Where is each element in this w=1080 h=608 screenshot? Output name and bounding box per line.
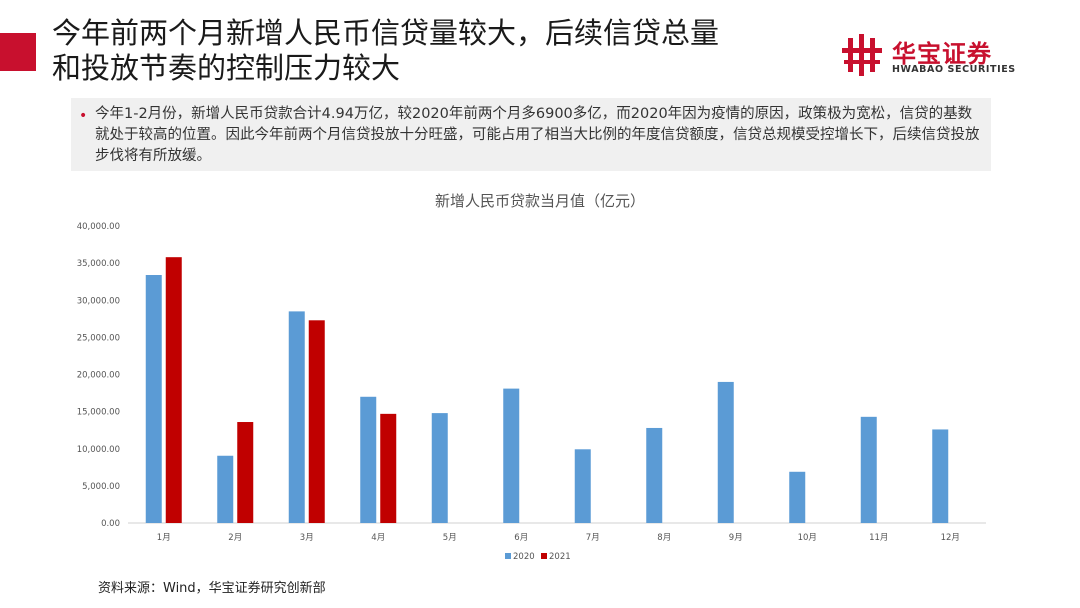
source-note: 资料来源：Wind，华宝证券研究创新部	[98, 581, 326, 596]
bar-2021-1	[165, 257, 182, 523]
x-tick-label: 2月	[228, 533, 242, 543]
legend-label-2020: 2020	[513, 552, 535, 562]
bar-2020-8	[646, 427, 663, 523]
legend-swatch-2021	[541, 553, 547, 559]
x-tick-label: 3月	[300, 533, 314, 543]
bar-2020-5	[431, 413, 448, 523]
bar-2020-7	[574, 449, 591, 523]
x-tick-label: 1月	[157, 533, 171, 543]
x-tick-label: 7月	[586, 533, 600, 543]
y-tick-label: 25,000.00	[77, 333, 120, 343]
x-tick-label: 6月	[514, 533, 528, 543]
y-tick-label: 35,000.00	[77, 259, 120, 269]
bar-2020-3	[288, 311, 305, 523]
bar-2020-2	[217, 455, 234, 523]
y-tick-label: 0.00	[101, 519, 120, 529]
y-tick-label: 20,000.00	[77, 371, 120, 381]
y-tick-label: 40,000.00	[77, 222, 120, 232]
summary-text: 今年1-2月份，新增人民币贷款合计4.94万亿，较2020年前两个月多6900多…	[95, 106, 980, 164]
bar-2020-10	[789, 471, 806, 523]
bar-2020-12	[932, 429, 949, 523]
logo-text-en: HWABAO SECURITIES	[892, 64, 1016, 75]
y-tick-label: 15,000.00	[77, 408, 120, 418]
page-title-line2: 和投放节奏的控制压力较大	[52, 51, 401, 85]
legend-swatch-2020	[505, 553, 511, 559]
bar-2021-3	[308, 320, 325, 523]
x-tick-label: 5月	[443, 533, 457, 543]
hwabao-logo-icon	[842, 34, 882, 76]
y-tick-label: 30,000.00	[77, 296, 120, 306]
y-tick-label: 5,000.00	[82, 482, 120, 492]
chart-title: 新增人民币贷款当月值（亿元）	[434, 192, 645, 210]
bullet-icon: •	[79, 108, 88, 124]
x-tick-label: 10月	[798, 533, 817, 543]
title-accent-bar	[0, 33, 36, 71]
bar-2020-11	[860, 416, 877, 523]
logo-text-cn: 华宝证券	[892, 40, 992, 68]
x-tick-label: 4月	[371, 533, 385, 543]
x-tick-label: 8月	[657, 533, 671, 543]
bar-2021-2	[237, 422, 254, 523]
y-tick-label: 10,000.00	[77, 445, 120, 455]
x-tick-label: 11月	[869, 533, 888, 543]
bar-2020-1	[145, 275, 162, 523]
page-title: 今年前两个月新增人民币信贷量较大，后续信贷总量 和投放节奏的控制压力较大	[52, 16, 812, 86]
x-tick-label: 9月	[729, 533, 743, 543]
page-title-line1: 今年前两个月新增人民币信贷量较大，后续信贷总量	[52, 16, 720, 50]
summary-box: • 今年1-2月份，新增人民币贷款合计4.94万亿，较2020年前两个月多690…	[71, 98, 991, 171]
bar-2020-9	[717, 381, 734, 523]
legend-label-2021: 2021	[549, 552, 571, 562]
bar-2021-4	[380, 413, 397, 523]
x-tick-label: 12月	[941, 533, 960, 543]
bar-2020-6	[503, 388, 520, 523]
company-logo: 华宝证券 HWABAO SECURITIES	[842, 34, 1042, 78]
bar-2020-4	[360, 396, 377, 523]
